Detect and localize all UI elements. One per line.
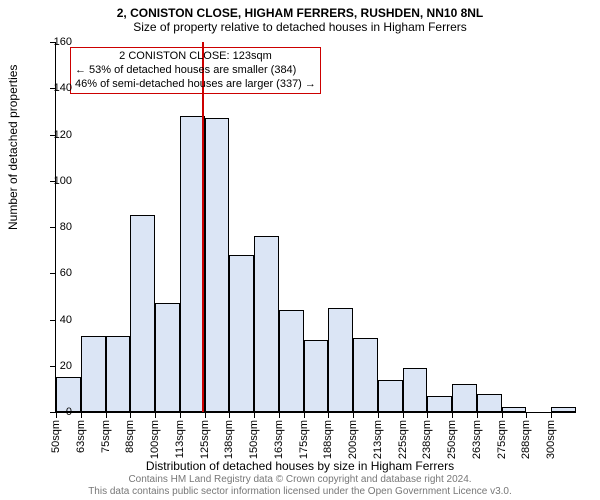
plot-region: 50sqm63sqm75sqm88sqm100sqm113sqm125sqm13… [55, 42, 576, 413]
x-tick-label: 88sqm [124, 420, 136, 453]
x-tick [106, 412, 107, 418]
x-tick [427, 412, 428, 418]
histogram-bar [427, 396, 452, 412]
y-axis-label: Number of detached properties [6, 65, 20, 230]
footer-line-2: This data contains public sector informa… [0, 486, 600, 498]
footer-attribution: Contains HM Land Registry data © Crown c… [0, 474, 600, 498]
chart-area: 50sqm63sqm75sqm88sqm100sqm113sqm125sqm13… [55, 42, 575, 412]
y-tick-label: 60 [42, 267, 72, 279]
histogram-bar [328, 308, 353, 412]
x-tick-label: 250sqm [446, 420, 458, 459]
x-tick [526, 412, 527, 418]
y-tick-label: 160 [42, 36, 72, 48]
histogram-bar [180, 116, 205, 412]
x-tick [279, 412, 280, 418]
histogram-bar [551, 407, 576, 412]
y-tick-label: 100 [42, 175, 72, 187]
x-tick-label: 238sqm [421, 420, 433, 459]
x-tick [155, 412, 156, 418]
y-tick-label: 120 [42, 129, 72, 141]
x-tick-label: 300sqm [545, 420, 557, 459]
histogram-bar [279, 310, 304, 412]
x-tick-label: 200sqm [347, 420, 359, 459]
x-tick [180, 412, 181, 418]
x-tick [378, 412, 379, 418]
x-tick [403, 412, 404, 418]
property-annotation: 2 CONISTON CLOSE: 123sqm← 53% of detache… [70, 47, 321, 94]
x-tick-label: 225sqm [397, 420, 409, 459]
x-tick [452, 412, 453, 418]
histogram-bar [353, 338, 378, 412]
y-tick-label: 80 [42, 221, 72, 233]
x-tick [81, 412, 82, 418]
property-marker-line [202, 42, 204, 412]
x-tick [502, 412, 503, 418]
annotation-line: 46% of semi-detached houses are larger (… [75, 78, 316, 92]
x-tick-label: 138sqm [223, 420, 235, 459]
histogram-bar [304, 340, 329, 412]
x-tick [353, 412, 354, 418]
x-tick [477, 412, 478, 418]
histogram-bar [155, 303, 180, 412]
x-tick-label: 150sqm [248, 420, 260, 459]
x-tick-label: 263sqm [471, 420, 483, 459]
annotation-line: ← 53% of detached houses are smaller (38… [75, 64, 316, 78]
chart-title-main: 2, CONISTON CLOSE, HIGHAM FERRERS, RUSHD… [0, 0, 600, 20]
y-tick-label: 20 [42, 360, 72, 372]
chart-title-sub: Size of property relative to detached ho… [0, 20, 600, 38]
histogram-bar [477, 394, 502, 413]
x-tick-label: 275sqm [496, 420, 508, 459]
x-tick-label: 288sqm [520, 420, 532, 459]
x-tick [551, 412, 552, 418]
histogram-bar [205, 118, 230, 412]
x-tick-label: 175sqm [298, 420, 310, 459]
histogram-bar [502, 407, 527, 412]
x-tick [304, 412, 305, 418]
x-tick-label: 163sqm [273, 420, 285, 459]
x-tick [254, 412, 255, 418]
x-tick [130, 412, 131, 418]
histogram-bar [229, 255, 254, 412]
x-tick-label: 188sqm [322, 420, 334, 459]
x-tick [229, 412, 230, 418]
histogram-bar [452, 384, 477, 412]
x-tick-label: 113sqm [174, 420, 186, 458]
annotation-line: 2 CONISTON CLOSE: 123sqm [75, 50, 316, 64]
x-tick-label: 50sqm [50, 420, 62, 453]
x-tick-label: 100sqm [149, 420, 161, 459]
y-tick-label: 140 [42, 82, 72, 94]
histogram-bar [378, 380, 403, 412]
x-tick [205, 412, 206, 418]
x-axis-label: Distribution of detached houses by size … [0, 459, 600, 473]
y-tick-label: 40 [42, 314, 72, 326]
x-tick [328, 412, 329, 418]
histogram-bar [254, 236, 279, 412]
footer-line-1: Contains HM Land Registry data © Crown c… [0, 474, 600, 486]
x-tick-label: 213sqm [372, 420, 384, 459]
x-tick-label: 75sqm [100, 420, 112, 453]
y-tick-label: 0 [42, 406, 72, 418]
x-tick-label: 63sqm [75, 420, 87, 453]
histogram-bar [403, 368, 428, 412]
histogram-bar [106, 336, 131, 412]
histogram-bar [130, 215, 155, 412]
x-tick-label: 125sqm [199, 420, 211, 459]
histogram-bar [81, 336, 106, 412]
